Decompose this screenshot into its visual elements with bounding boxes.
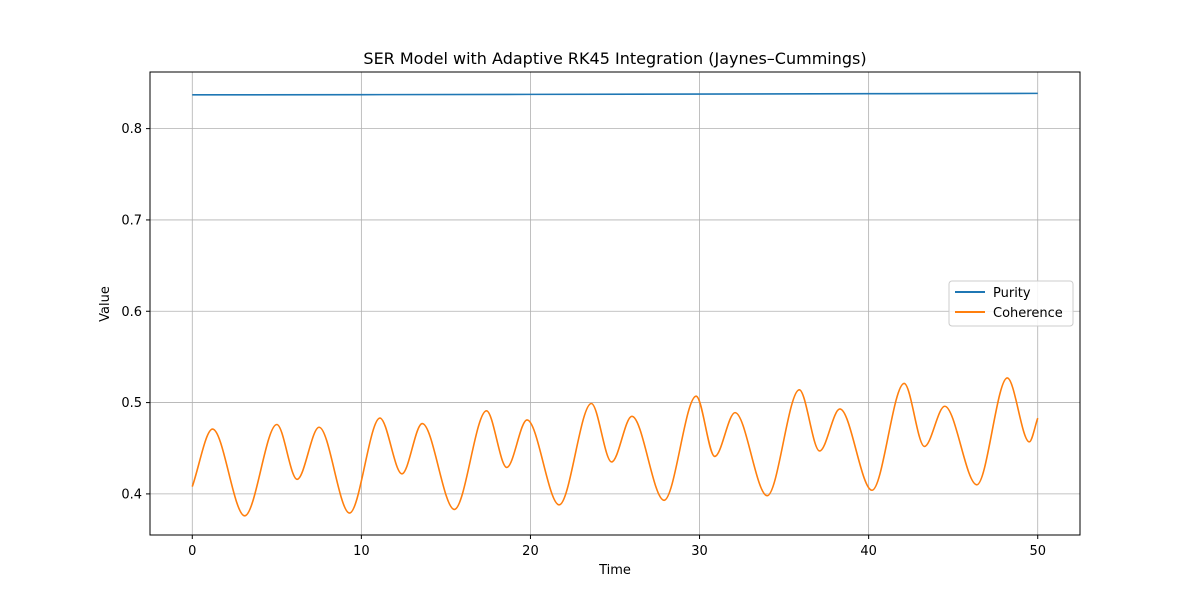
legend: Purity Coherence [948,280,1074,327]
x-tick-label: 20 [522,544,539,559]
plot-frame [149,71,1081,536]
y-tick-label: 0.4 [121,487,142,502]
x-axis-label: Time [598,563,631,578]
x-tick-label: 40 [860,544,877,559]
y-tick-label: 0.7 [121,213,142,228]
y-axis-label: Value [98,286,113,322]
chart-title: SER Model with Adaptive RK45 Integration… [363,49,866,68]
series-line-purity [192,92,1038,96]
legend-label-coherence: Coherence [993,306,1063,321]
x-tick-label: 30 [691,544,708,559]
legend-label-purity: Purity [993,286,1031,301]
ticks: 0 10 20 30 40 50 0.4 0.5 0.6 0.7 0.8 [121,122,1046,559]
x-tick-label: 0 [188,544,196,559]
x-tick-label: 50 [1029,544,1046,559]
y-tick-label: 0.5 [121,396,142,411]
series-line-coherence [191,377,1039,517]
y-tick-label: 0.8 [121,122,142,137]
y-tick-label: 0.6 [121,305,142,320]
x-tick-label: 10 [353,544,370,559]
grid [150,72,1080,535]
series-layer [191,92,1039,517]
